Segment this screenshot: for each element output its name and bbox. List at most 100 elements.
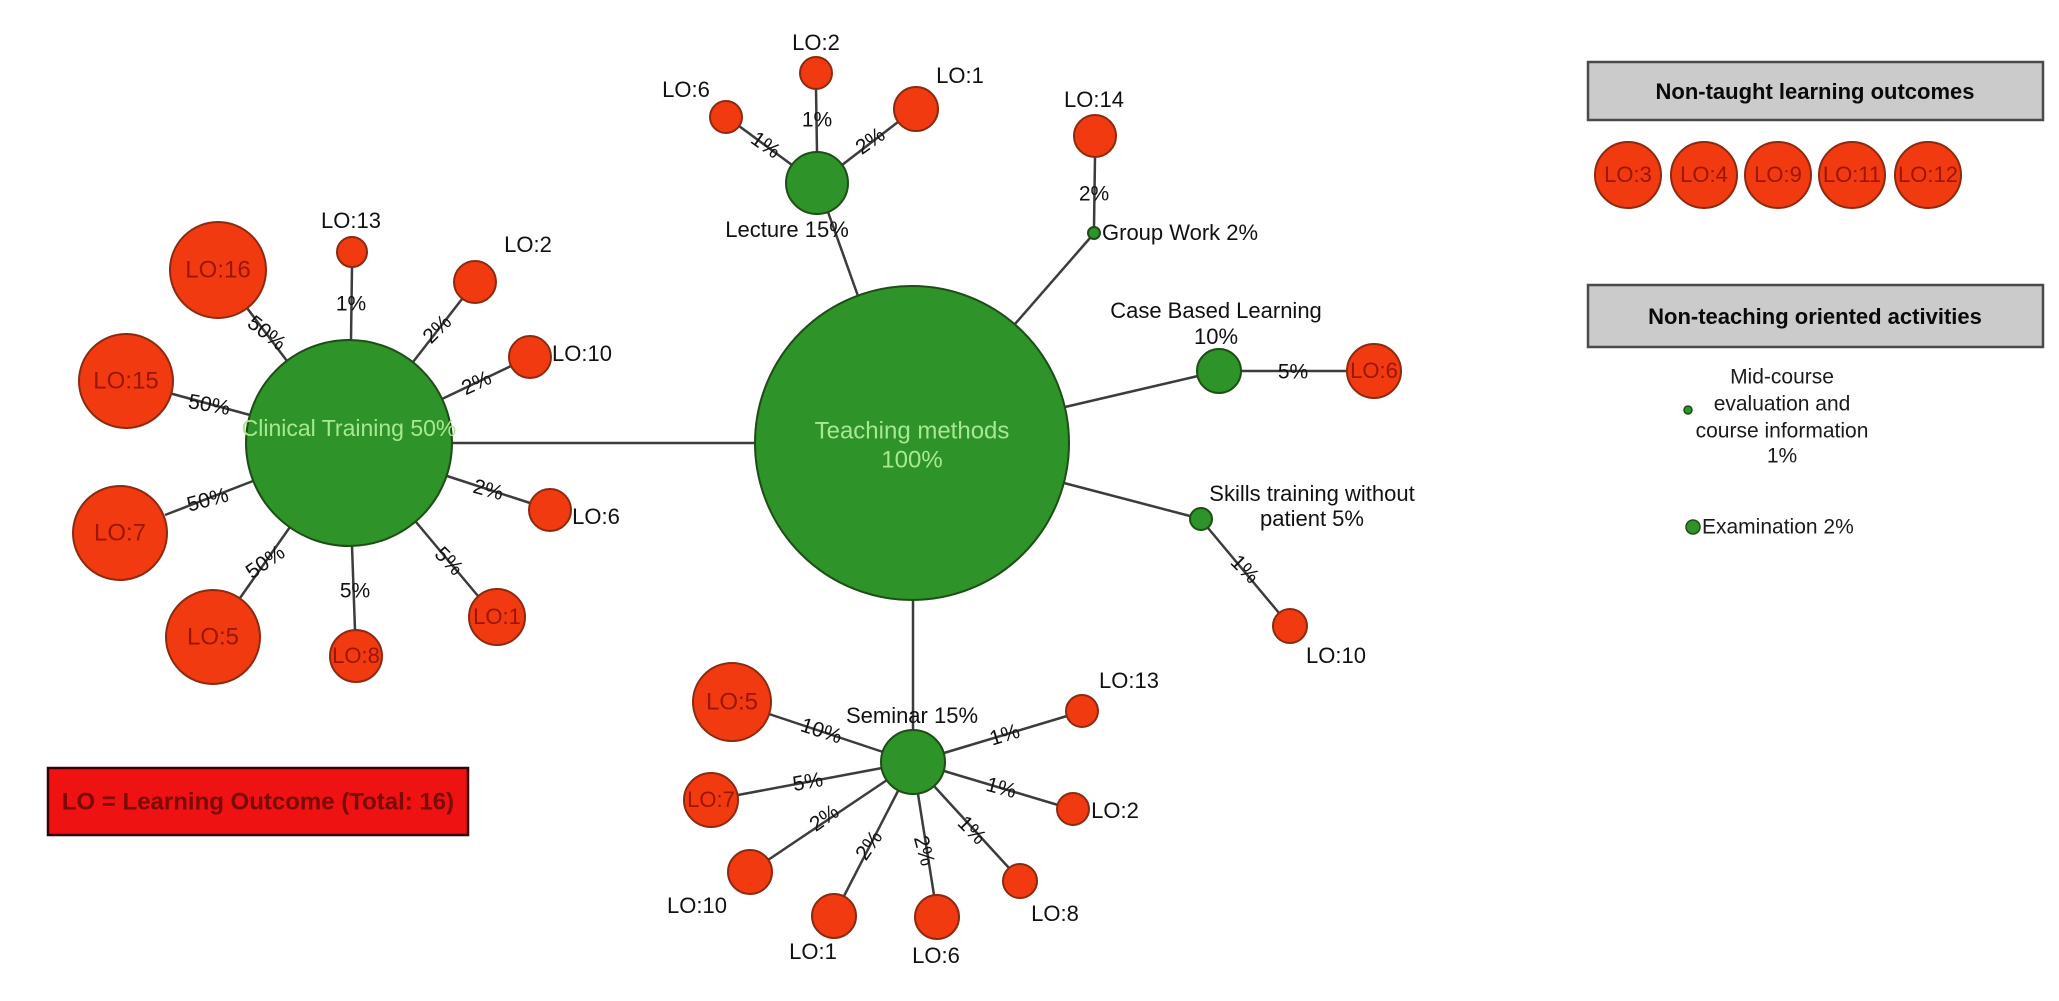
case-based-learning-pct: 10% [1194,324,1238,349]
teaching-methods-label-line1: Teaching methods [815,417,1010,444]
lo-label: LO:10 [1306,643,1366,668]
lo-label: LO:1 [789,939,837,964]
lo-node [508,335,552,379]
edge-line [841,121,899,166]
pct-label: 50% [186,390,231,420]
midcourse-label-line2: evaluation and [1714,393,1851,416]
legend-box [46,766,470,837]
pct-label: 1% [953,811,991,849]
lo-node [453,260,497,304]
lo-label: LO:5 [187,623,239,650]
edge-line [441,364,512,401]
lo-node [692,662,772,742]
pct-label: 1% [336,293,366,316]
edge-line [814,88,819,153]
skills-cluster: LO:10 1% [1226,550,1366,667]
pct-label: 2% [458,366,495,400]
pct-label: 50% [242,541,290,584]
edge-line [412,298,463,363]
non-teaching-header-box [1586,283,2045,349]
lo-node [528,488,572,532]
edges [146,88,1347,897]
lo-node [1065,694,1099,728]
midcourse-label-line3: course information [1696,420,1869,443]
midcourse-label-line4: 1% [1767,445,1797,468]
lo-label: LO:4 [1680,162,1728,187]
edge-line [350,545,357,631]
skills-training-label-line1: Skills training without [1209,481,1414,506]
lo-node [1073,114,1117,158]
lo-node [683,772,739,828]
edge-line [246,307,288,362]
legend-label: LO = Learning Outcome (Total: 16) [62,788,454,815]
lo-label: LO:9 [1754,162,1802,187]
lo-node [165,589,261,685]
lo-label: LO:8 [1031,901,1079,926]
non-taught-header-label: Non-taught learning outcomes [1656,79,1975,104]
lo-node [78,333,174,429]
pct-label: 2% [471,475,506,505]
non-teaching-header-label: Non-teaching oriented activities [1648,304,1982,329]
pct-label: 1% [984,773,1019,803]
lo-node [468,588,526,646]
lo-label: LO:6 [572,504,620,529]
clinical-training-node [245,339,453,547]
lo-label: LO:6 [1350,358,1398,383]
lo-label: LO:2 [504,232,552,257]
lo-label: LO:1 [936,63,984,88]
lo-label: LO:7 [94,519,146,546]
edge-line [943,769,1059,807]
lo-label: LO:13 [1099,668,1159,693]
lo-label: LO:14 [1064,87,1124,112]
lo-label: LO:8 [332,643,380,668]
pct-label: 1% [987,720,1023,751]
edge-line [1092,156,1097,228]
lo-node [1346,343,1402,399]
lo-label: LO:11 [1823,162,1881,187]
edge-line [768,712,884,754]
lo-label: LO:1 [473,604,521,629]
pct-label: 1% [747,127,785,163]
pct-label: 50% [184,484,231,517]
lo-label: LO:13 [321,208,381,233]
edge-line [738,124,793,167]
edge-line [1063,481,1191,518]
edge-line [737,766,883,797]
lo-label: LO:16 [185,256,250,283]
lo-node [1272,608,1308,644]
lo-node [914,894,960,940]
lo-node [727,849,773,895]
edge-line [164,479,254,517]
pct-label: 5% [430,542,468,580]
lo-label: LO:6 [912,943,960,968]
lo-node [811,893,857,939]
seminar-label: Seminar 15% [846,703,978,728]
pct-label: 2% [909,833,939,868]
lo-label: LO:7 [687,787,735,812]
lo-node [1670,141,1738,209]
lo-node [72,485,168,581]
clinical-training-label: Clinical Training 50% [242,415,457,441]
edge-line [933,785,1010,869]
case-based-learning-node [1196,348,1242,394]
skills-training-label-line2: patient 5% [1260,506,1364,531]
lecture-cluster: LO:6 1% LO:2 1% LO:1 2% [662,30,984,164]
pct-label: 50% [243,311,290,355]
lo-label: LO:3 [1604,162,1652,187]
edge-line [1064,374,1199,409]
lo-label: LO:10 [667,893,727,918]
skills-training-node [1189,507,1213,531]
lo-node [1594,141,1662,209]
edge-line [916,793,936,896]
edge-line [943,714,1068,755]
lo-node [336,236,368,268]
edge-line [767,778,888,862]
lo-label: LO:12 [1898,162,1958,187]
group-work-label: Group Work 2% [1102,220,1258,245]
lo-node [1056,792,1090,826]
pct-label: 5% [1278,361,1308,384]
lo-label: LO:2 [1091,798,1139,823]
examination-label: Examination 2% [1702,516,1854,539]
group-work-node [1087,226,1101,240]
